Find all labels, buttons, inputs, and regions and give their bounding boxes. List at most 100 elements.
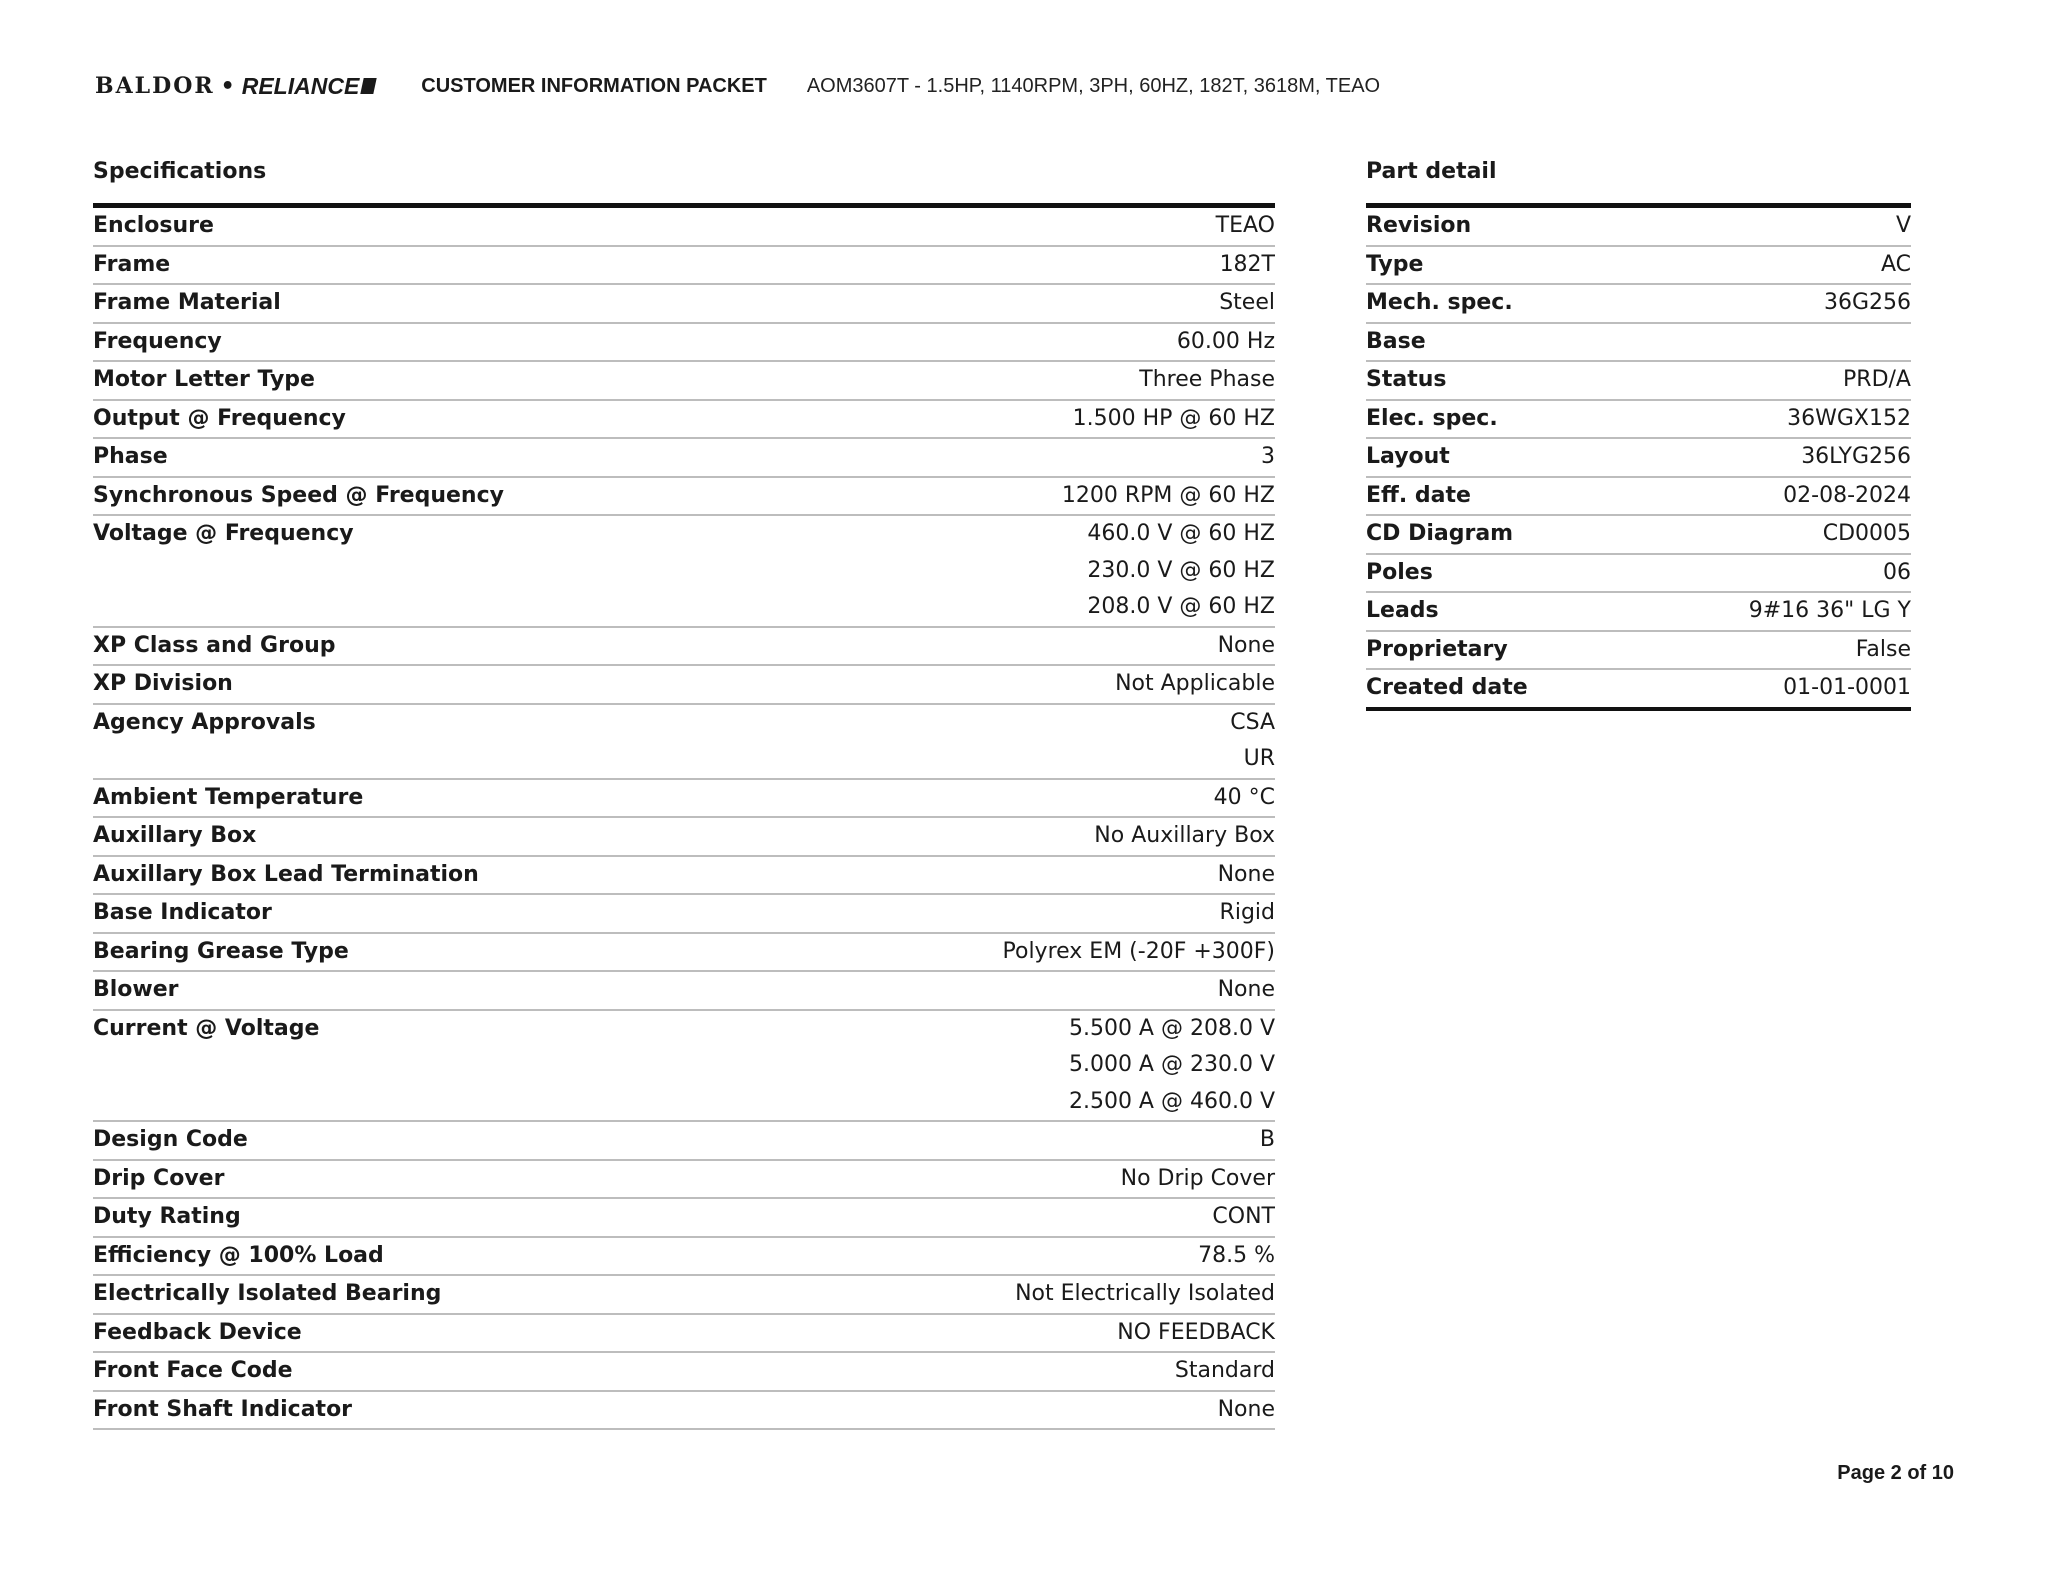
table-row: Mech. spec. 36G256 (1366, 285, 1911, 324)
row-label: Leads (1366, 598, 1439, 623)
row-label: Poles (1366, 559, 1433, 585)
row-value: AC (1880, 251, 1911, 277)
row-label: Front Face Code (93, 1358, 293, 1383)
row-values: CONT (1212, 1199, 1275, 1236)
row-value: 36LYG256 (1801, 444, 1911, 469)
part-detail-section: Part detail Revision V Type AC Mech. spec. 36… (1366, 156, 1911, 711)
row-label: Base Indicator (93, 900, 272, 925)
row-label: Auxillary Box Lead Termination (93, 861, 479, 887)
row-values: Polyrex EM (-20F +300F) (1003, 934, 1276, 971)
row-values: None (1218, 972, 1275, 1009)
table-row: Voltage @ Frequency 460.0 V @ 60 HZ 230.0 … (93, 516, 1275, 628)
row-values (1904, 324, 1911, 361)
row-values: CD0005 (1823, 516, 1911, 553)
row-label: CD Diagram (1366, 521, 1514, 546)
table-row: Front Face Code Standard (93, 1353, 1275, 1392)
row-value: B (1259, 1127, 1275, 1152)
row-value: 02-08-2024 (1783, 482, 1911, 508)
part-detail-table: Revision V Type AC Mech. spec. 36G256 Base Sta… (1366, 203, 1911, 711)
row-label: Blower (93, 977, 179, 1002)
row-values: No Drip Cover (1121, 1161, 1275, 1198)
row-value: 2.500 A @ 460.0 V (1068, 1088, 1275, 1114)
row-values: None (1218, 1392, 1275, 1429)
row-values: CSA UR (1230, 705, 1275, 778)
document-title: CUSTOMER INFORMATION PACKET (421, 74, 767, 97)
table-row: Status PRD/A (1366, 362, 1911, 401)
table-row: Elec. spec. 36WGX152 (1366, 401, 1911, 439)
row-values: 36WGX152 (1787, 401, 1911, 438)
row-value: 208.0 V @ 60 HZ (1087, 594, 1275, 619)
row-label: XP Class and Group (93, 632, 336, 658)
logo-reliance: RELIANCE (241, 72, 360, 99)
table-row: Efficiency @ 100% Load 78.5 % (93, 1238, 1275, 1276)
row-value: NO FEEDBACK (1117, 1319, 1275, 1345)
row-label: Current @ Voltage (93, 1015, 320, 1041)
row-value: 06 (1883, 559, 1911, 585)
row-value: 01-01-0001 (1783, 675, 1911, 700)
row-values: 01-01-0001 (1783, 670, 1911, 707)
row-value: UR (1243, 746, 1275, 771)
row-value: None (1217, 1396, 1275, 1422)
row-values: 40 °C (1214, 780, 1275, 817)
row-value: 78.5 % (1198, 1242, 1275, 1268)
row-values: NO FEEDBACK (1117, 1315, 1275, 1352)
row-values: 1200 RPM @ 60 HZ (1062, 478, 1275, 515)
table-row: Frame 182T (93, 247, 1275, 285)
row-label: Drip Cover (93, 1165, 225, 1191)
row-values: 60.00 Hz (1177, 324, 1275, 361)
table-row: Bearing Grease Type Polyrex EM (-20F +300… (93, 934, 1276, 972)
table-row: Phase 3 (93, 439, 1275, 478)
page-number: Page 2 of 10 (1837, 1462, 1954, 1484)
row-label: Frequency (93, 328, 222, 354)
row-label: Electrically Isolated Bearing (93, 1281, 442, 1306)
table-row: Created date 01-01-0001 (1366, 670, 1911, 711)
row-label: Enclosure (93, 213, 214, 238)
baldor-reliance-logo: BALDOR • RELIANCE (95, 72, 377, 100)
row-values: 5.500 A @ 208.0 V 5.000 A @ 230.0 V 2.500 … (1069, 1011, 1275, 1121)
row-value: 5.500 A @ 208.0 V (1068, 1015, 1275, 1041)
table-row: Type AC (1366, 247, 1911, 285)
row-value: Rigid (1219, 900, 1275, 925)
table-row: Front Shaft Indicator None (93, 1392, 1275, 1430)
row-label: Revision (1366, 213, 1472, 238)
row-label: Elec. spec. (1366, 405, 1498, 431)
row-values: Three Phase (1139, 362, 1275, 399)
table-row: XP Class and Group None (93, 628, 1275, 666)
row-value: 460.0 V @ 60 HZ (1087, 521, 1275, 546)
table-row: Poles 06 (1366, 555, 1911, 593)
row-values: 460.0 V @ 60 HZ 230.0 V @ 60 HZ 208.0 V @ … (1087, 516, 1275, 626)
row-value: PRD/A (1843, 367, 1911, 392)
page-header: BALDOR • RELIANCE CUSTOMER INFORMATION P… (95, 70, 1380, 102)
row-value: Not Applicable (1115, 671, 1275, 696)
row-value: 230.0 V @ 60 HZ (1087, 557, 1275, 583)
row-values: 9#16 36" LG Y (1749, 593, 1911, 630)
row-value: None (1217, 632, 1275, 658)
row-label: Frame (93, 251, 171, 277)
row-values: No Auxillary Box (1094, 818, 1275, 855)
row-value: No Auxillary Box (1094, 823, 1275, 848)
row-value (1904, 324, 1911, 361)
row-values: 36LYG256 (1801, 439, 1911, 476)
table-row: Frequency 60.00 Hz (93, 324, 1275, 362)
row-values: Steel (1219, 285, 1275, 322)
row-values: None (1218, 857, 1275, 894)
row-value: CSA (1230, 709, 1275, 735)
row-label: Voltage @ Frequency (93, 521, 354, 546)
table-row: Frame Material Steel (93, 285, 1275, 324)
row-label: Auxillary Box (93, 823, 257, 848)
part-detail-title: Part detail (1366, 159, 1497, 184)
table-row: Synchronous Speed @ Frequency 1200 RPM @ … (93, 478, 1275, 516)
row-value: None (1217, 977, 1275, 1002)
row-values: 36G256 (1824, 285, 1911, 322)
row-label: Output @ Frequency (93, 405, 346, 431)
logo-baldor: BALDOR (95, 73, 215, 99)
table-row: Blower None (93, 972, 1275, 1011)
row-value: 5.000 A @ 230.0 V (1068, 1052, 1275, 1077)
row-value: None (1217, 861, 1275, 887)
row-values: False (1856, 632, 1911, 669)
row-value: 3 (1261, 444, 1275, 469)
row-value: 36G256 (1823, 290, 1911, 315)
row-label: Motor Letter Type (93, 367, 315, 392)
row-label: Created date (1366, 675, 1528, 700)
table-row: Proprietary False (1366, 632, 1911, 670)
